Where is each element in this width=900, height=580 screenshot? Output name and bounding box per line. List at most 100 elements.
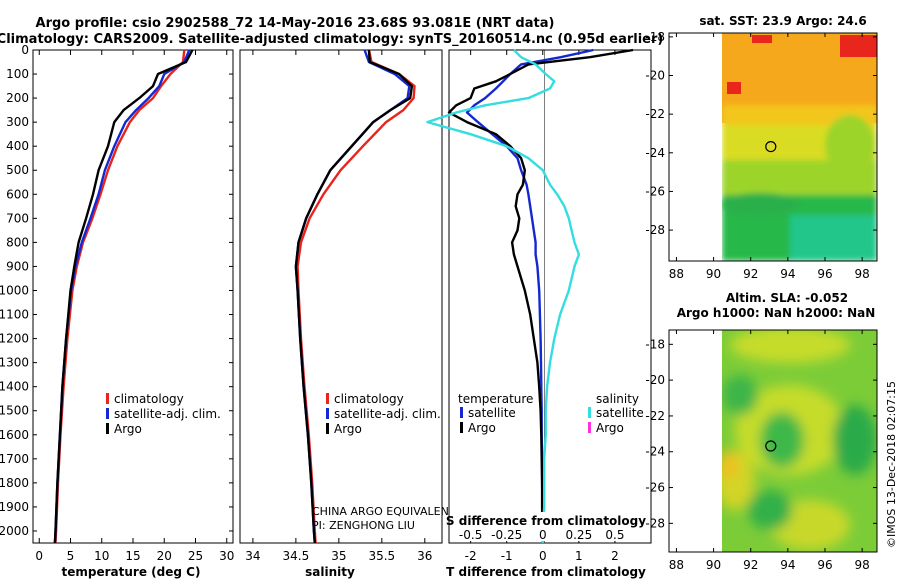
lat-tick-label: -26 <box>645 184 665 198</box>
lon-tick-label: 90 <box>706 558 721 572</box>
sst-no-data-strip <box>669 33 722 261</box>
depth-tick-label: 1000 <box>0 283 29 297</box>
float-owner-line2: PI: ZENGHONG LIU <box>312 519 415 532</box>
sla-eddies <box>715 330 877 550</box>
temperature-panel: 0100200300400500600700800900100011001200… <box>0 43 651 579</box>
x-tick-label: 35 <box>331 549 346 563</box>
difference-xlabel: T difference from climatology <box>446 565 646 579</box>
x-tick-label: 1 <box>575 549 583 563</box>
lon-tick-label: 96 <box>817 267 832 281</box>
sla-argo-position-marker <box>765 440 777 452</box>
x-tick-label: 20 <box>157 549 172 563</box>
difference-series <box>426 48 634 544</box>
lon-tick-label: 94 <box>780 267 795 281</box>
legend-title-temperature: temperature <box>458 392 533 406</box>
x-tick-label: 34 <box>245 549 260 563</box>
x-tick-label: 10 <box>94 549 109 563</box>
sst-warm-tongue <box>825 115 875 175</box>
x-tick-label: 2 <box>611 549 619 563</box>
figure-title-line1: Argo profile: csio 2902588_72 14-May-201… <box>36 16 555 31</box>
legend-label-satellite: satellite-adj. clim. <box>114 407 221 421</box>
sla-field <box>669 330 877 552</box>
sst-map-frame <box>668 32 878 262</box>
lon-tick-label: 98 <box>855 267 870 281</box>
figure-title-line2: Climatology: CARS2009. Satellite-adjuste… <box>0 32 663 47</box>
sst-cool-patch <box>720 193 800 217</box>
s-diff-tick-label: -0.25 <box>491 528 522 542</box>
sst-band-teal <box>790 215 877 261</box>
legend-label-s-satellite: satellite <box>596 406 644 420</box>
difference-panel: -2 -1 0 1 2 T difference from climatology S … <box>426 48 652 579</box>
depth-tick-label: 900 <box>6 259 29 273</box>
x-tick-label: 15 <box>125 549 140 563</box>
legend-label-t-satellite: satellite <box>468 406 516 420</box>
depth-tick-label: 1300 <box>0 356 29 370</box>
depth-tick-label: 700 <box>6 211 29 225</box>
depth-tick-label: 1500 <box>0 404 29 418</box>
lon-tick-label: 98 <box>855 558 870 572</box>
legend-label-argo: Argo <box>114 422 142 436</box>
sst-blended-bands <box>720 105 877 261</box>
sst-field <box>669 33 877 261</box>
sla-no-data-strip <box>669 330 722 552</box>
lon-tick-label: 96 <box>817 558 832 572</box>
sla-high-north <box>730 330 850 363</box>
depth-tick-label: 600 <box>6 187 29 201</box>
legend-swatch-satellite <box>326 408 329 419</box>
depth-tick-label: 1900 <box>0 500 29 514</box>
x-tick-label: 25 <box>188 549 203 563</box>
temperature-x-ticks: 0 5 10 15 20 25 30 <box>35 50 234 563</box>
depth-tick-label: 100 <box>6 67 29 81</box>
sla-map-panel: Altim. SLA: -0.052 Argo h1000: NaN h2000… <box>645 291 878 572</box>
depth-tick-label: 500 <box>6 163 29 177</box>
lon-tick-label: 92 <box>743 558 758 572</box>
series-line-s-satellite <box>426 49 581 543</box>
lat-tick-label: -18 <box>645 30 665 44</box>
lat-tick-label: -24 <box>645 445 665 459</box>
lat-tick-label: -26 <box>645 481 665 495</box>
sla-map-ticks: 88 90 92 94 96 98 -18 -20 -22 -24 -26 -28 <box>645 330 877 572</box>
legend-swatch-s-satellite <box>588 407 591 418</box>
temperature-axes-frame <box>32 49 234 544</box>
depth-tick-label: 300 <box>6 115 29 129</box>
legend-swatch-climatology <box>326 393 329 404</box>
salinity-x-ticks: 34 34.5 35 35.5 36 <box>245 50 432 563</box>
sst-argo-position-marker <box>765 141 777 153</box>
legend-label-s-argo: Argo <box>596 421 624 435</box>
series-line-argo <box>53 49 194 544</box>
lon-tick-label: 88 <box>669 267 684 281</box>
salinity-panel: 34 34.5 35 35.5 36 salinity climatology sate… <box>239 49 456 579</box>
lat-tick-label: -28 <box>645 516 665 530</box>
sst-hot-spot-w <box>727 82 741 94</box>
x-tick-label: 30 <box>219 549 234 563</box>
salinity-series <box>294 49 416 544</box>
sst-map-panel: sat. SST: 23.9 Argo: 24.6 <box>645 14 878 281</box>
legend-swatch-t-satellite <box>460 407 463 418</box>
x-tick-label: 36 <box>417 549 432 563</box>
s-diff-tick-label: 0 <box>539 528 547 542</box>
temperature-series <box>53 49 194 544</box>
legend-swatch-t-argo <box>460 422 463 433</box>
series-line-t-argo <box>447 48 634 544</box>
sla-map-title: Altim. SLA: -0.052 <box>726 291 848 305</box>
salinity-difference-axis-label: S difference from climatology <box>446 514 646 528</box>
sla-map-frame <box>668 329 878 553</box>
sla-low-east <box>833 405 877 475</box>
sst-map-ticks: 88 90 92 94 96 98 -18 -20 -22 -24 -26 -28 <box>645 30 877 281</box>
sla-warm-west <box>718 451 738 479</box>
series-line-argo <box>294 49 414 544</box>
s-diff-tick-label: 0.5 <box>605 528 624 542</box>
depth-tick-label: 1700 <box>0 452 29 466</box>
copyright-stamp: ©IMOS 13-Dec-2018 02:07:15 <box>885 381 898 548</box>
legend-label-satellite: satellite-adj. clim. <box>334 407 441 421</box>
lat-tick-label: -28 <box>645 223 665 237</box>
temperature-xlabel: temperature (deg C) <box>62 565 201 579</box>
legend-swatch-s-argo <box>588 422 591 433</box>
difference-legend: temperature salinity satellite Argo sate… <box>458 392 644 435</box>
lat-tick-label: -22 <box>645 409 665 423</box>
salinity-axes-frame <box>239 49 443 544</box>
salinity-axis-label-bg <box>455 512 640 541</box>
float-owner-line1: CHINA ARGO EQUIVALENT <box>312 505 456 518</box>
x-tick-label: 34.5 <box>283 549 310 563</box>
